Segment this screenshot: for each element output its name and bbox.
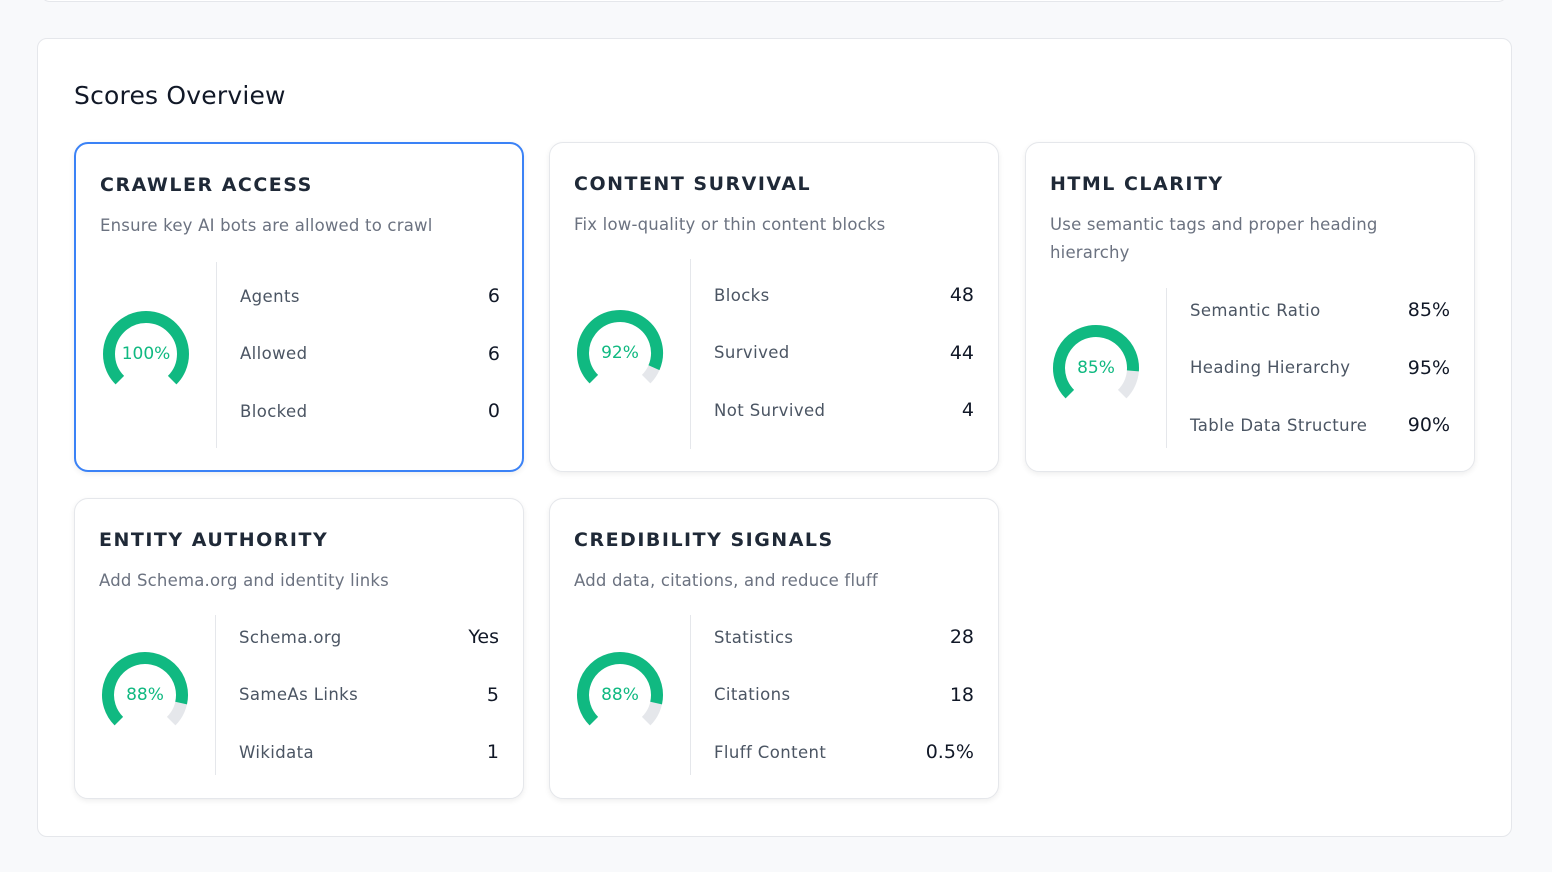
stat-label: Fluff Content bbox=[714, 742, 827, 762]
panel-title: Scores Overview bbox=[74, 81, 286, 110]
stat-row: Blocks 48 bbox=[714, 283, 974, 307]
gauge-fill bbox=[102, 652, 188, 726]
score-card-entity-authority[interactable]: ENTITY AUTHORITY Add Schema.org and iden… bbox=[74, 498, 524, 799]
stat-value: 95% bbox=[1407, 356, 1450, 379]
divider bbox=[690, 615, 691, 775]
score-gauge: 88% bbox=[570, 645, 670, 745]
stat-value: 90% bbox=[1407, 414, 1450, 436]
stat-value: Yes bbox=[468, 626, 499, 648]
divider bbox=[216, 262, 217, 448]
stat-value: 1 bbox=[486, 741, 499, 763]
stat-label: Blocked bbox=[240, 401, 308, 421]
stat-row: Blocked 0 bbox=[240, 399, 500, 423]
stat-label: Statistics bbox=[714, 627, 794, 647]
gauge-score-label: 92% bbox=[601, 343, 639, 363]
stat-label: Heading Hierarchy bbox=[1190, 358, 1351, 377]
gauge-fill bbox=[577, 310, 663, 384]
divider bbox=[690, 259, 691, 449]
stat-label: Not Survived bbox=[714, 400, 826, 420]
score-gauge: 88% bbox=[95, 645, 195, 745]
stat-label: Wikidata bbox=[239, 742, 315, 762]
card-description: Ensure key AI bots are allowed to crawl bbox=[100, 216, 433, 235]
stat-row: Heading Hierarchy 95% bbox=[1190, 356, 1450, 380]
stat-value: 0 bbox=[487, 400, 500, 422]
gauge-score-label: 88% bbox=[601, 685, 639, 705]
stat-row: Citations 18 bbox=[714, 683, 974, 707]
card-description: Fix low-quality or thin content blocks bbox=[574, 215, 886, 234]
card-description: Add Schema.org and identity links bbox=[99, 571, 389, 590]
score-gauge: 100% bbox=[96, 304, 196, 404]
stat-label: Blocks bbox=[714, 285, 770, 305]
stat-value: 44 bbox=[949, 341, 974, 364]
stat-label: Semantic Ratio bbox=[1190, 300, 1321, 320]
divider bbox=[215, 615, 216, 775]
card-title: HTML CLARITY bbox=[1050, 173, 1224, 195]
score-card-html-clarity[interactable]: HTML CLARITY Use semantic tags and prope… bbox=[1025, 142, 1475, 472]
stat-value: 6 bbox=[487, 285, 500, 307]
gauge-arc bbox=[577, 652, 663, 726]
gauge-arc bbox=[103, 311, 189, 385]
card-title: CRAWLER ACCESS bbox=[100, 174, 313, 196]
stat-value: 85% bbox=[1407, 299, 1450, 321]
gauge-score-label: 85% bbox=[1077, 358, 1115, 378]
stat-row: Table Data Structure 90% bbox=[1190, 413, 1450, 437]
stat-value: 18 bbox=[949, 683, 974, 706]
stat-row: Wikidata 1 bbox=[239, 740, 499, 764]
stat-row: Agents 6 bbox=[240, 284, 500, 308]
stat-label: SameAs Links bbox=[239, 685, 359, 704]
score-card-content-survival[interactable]: CONTENT SURVIVAL Fix low-quality or thin… bbox=[549, 142, 999, 472]
gauge-arc bbox=[1053, 325, 1139, 399]
gauge-score-label: 100% bbox=[121, 344, 171, 364]
card-description: Add data, citations, and reduce fluff bbox=[574, 571, 878, 590]
gauge-score-label: 88% bbox=[126, 685, 164, 705]
stat-row: Statistics 28 bbox=[714, 625, 974, 649]
card-title: ENTITY AUTHORITY bbox=[99, 529, 329, 551]
gauge-fill bbox=[1053, 325, 1139, 399]
card-title: CREDIBILITY SIGNALS bbox=[574, 529, 834, 551]
stat-value: 48 bbox=[949, 284, 974, 306]
stat-row: Fluff Content 0.5% bbox=[714, 740, 974, 764]
stat-label: Citations bbox=[714, 685, 791, 704]
stat-label: Schema.org bbox=[239, 627, 342, 647]
stat-row: Survived 44 bbox=[714, 341, 974, 365]
score-card-crawler-access[interactable]: CRAWLER ACCESS Ensure key AI bots are al… bbox=[74, 142, 524, 472]
stat-row: Not Survived 4 bbox=[714, 398, 974, 422]
gauge-arc bbox=[577, 310, 663, 384]
card-title: CONTENT SURVIVAL bbox=[574, 173, 812, 195]
gauge-fill bbox=[103, 311, 189, 385]
score-card-credibility-signals[interactable]: CREDIBILITY SIGNALS Add data, citations,… bbox=[549, 498, 999, 799]
stat-value: 5 bbox=[486, 683, 499, 706]
stat-value: 0.5% bbox=[925, 741, 974, 763]
stat-label: Table Data Structure bbox=[1190, 415, 1368, 435]
gauge-fill bbox=[577, 652, 663, 726]
stat-label: Agents bbox=[240, 286, 300, 306]
stat-value: 6 bbox=[487, 342, 500, 365]
stat-label: Survived bbox=[714, 343, 790, 362]
stat-row: Schema.org Yes bbox=[239, 625, 499, 649]
stat-value: 28 bbox=[949, 626, 974, 648]
stat-row: Allowed 6 bbox=[240, 342, 500, 366]
gauge-arc bbox=[102, 652, 188, 726]
card-description: Use semantic tags and proper heading hie… bbox=[1050, 215, 1378, 262]
divider bbox=[1166, 288, 1167, 448]
stat-label: Allowed bbox=[240, 344, 308, 363]
stat-row: Semantic Ratio 85% bbox=[1190, 298, 1450, 322]
score-gauge: 85% bbox=[1046, 318, 1146, 418]
score-gauge: 92% bbox=[570, 303, 670, 403]
stat-row: SameAs Links 5 bbox=[239, 683, 499, 707]
previous-card bbox=[40, 0, 1508, 2]
stat-value: 4 bbox=[961, 399, 974, 421]
